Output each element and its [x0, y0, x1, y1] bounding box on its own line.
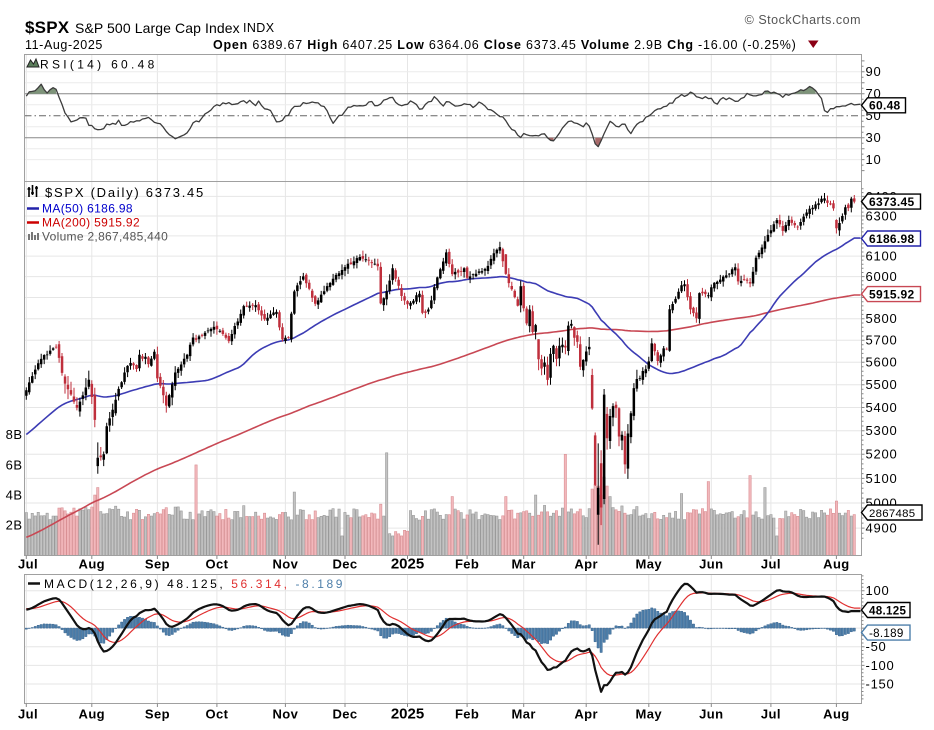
- svg-text:10: 10: [866, 152, 882, 167]
- svg-text:-100: -100: [866, 658, 895, 673]
- svg-text:Oct: Oct: [205, 707, 228, 722]
- svg-text:S&P 500 Large Cap Index: S&P 500 Large Cap Index: [75, 20, 240, 36]
- svg-text:Volume 2,867,485,440: Volume 2,867,485,440: [42, 230, 168, 244]
- svg-text:-150: -150: [866, 676, 895, 691]
- svg-text:Mar: Mar: [512, 707, 536, 722]
- svg-text:INDX: INDX: [243, 21, 275, 35]
- svg-text:May: May: [636, 707, 663, 722]
- svg-text:Nov: Nov: [273, 557, 299, 572]
- svg-text:Aug: Aug: [823, 557, 849, 572]
- svg-text:Feb: Feb: [455, 557, 479, 572]
- svg-text:5500: 5500: [866, 377, 898, 392]
- svg-text:5800: 5800: [866, 311, 898, 326]
- svg-text:Aug: Aug: [823, 707, 849, 722]
- svg-text:Feb: Feb: [455, 707, 479, 722]
- svg-text:2025: 2025: [391, 556, 424, 573]
- svg-text:6373.45: 6373.45: [869, 195, 915, 209]
- svg-text:Aug: Aug: [79, 557, 105, 572]
- svg-text:Oct: Oct: [205, 557, 228, 572]
- svg-text:MA(200) 5915.92: MA(200) 5915.92: [42, 216, 140, 230]
- svg-text:48.125: 48.125: [869, 604, 907, 617]
- svg-text:6B: 6B: [6, 457, 23, 472]
- svg-text:Jun: Jun: [699, 557, 723, 572]
- svg-text:Sep: Sep: [145, 557, 170, 572]
- svg-text:May: May: [636, 557, 663, 572]
- svg-text:Jul: Jul: [761, 707, 781, 722]
- svg-text:Sep: Sep: [145, 707, 170, 722]
- svg-text:Jul: Jul: [18, 707, 38, 722]
- svg-text:Dec: Dec: [332, 707, 357, 722]
- svg-text:5100: 5100: [866, 471, 898, 486]
- svg-text:-50: -50: [866, 639, 887, 654]
- svg-text:8B: 8B: [6, 427, 23, 442]
- svg-text:RSI(14) 60.48: RSI(14) 60.48: [40, 58, 158, 72]
- svg-text:MACD(12,26,9) 48.125, 56.314,: MACD(12,26,9) 48.125, 56.314, -8.189: [44, 577, 345, 591]
- svg-text:MA(50) 6186.98: MA(50) 6186.98: [42, 202, 133, 216]
- svg-text:60.48: 60.48: [869, 99, 901, 113]
- svg-text:11-Aug-2025: 11-Aug-2025: [25, 38, 103, 52]
- svg-text:5300: 5300: [866, 423, 898, 438]
- svg-text:Aug: Aug: [79, 707, 105, 722]
- svg-text:6100: 6100: [866, 249, 898, 264]
- svg-text:Open 6389.67 High 6407.25 Low: Open 6389.67 High 6407.25 Low 6364.06 Cl…: [213, 38, 797, 52]
- svg-text:2025: 2025: [391, 706, 424, 723]
- svg-text:$SPX: $SPX: [25, 18, 70, 37]
- svg-text:Nov: Nov: [273, 707, 299, 722]
- svg-text:5200: 5200: [866, 447, 898, 462]
- svg-text:-8.189: -8.189: [869, 627, 904, 640]
- svg-text:Dec: Dec: [332, 557, 357, 572]
- svg-text:© StockCharts.com: © StockCharts.com: [745, 13, 861, 27]
- svg-text:100: 100: [866, 583, 890, 598]
- svg-text:Apr: Apr: [574, 557, 598, 572]
- svg-text:2B: 2B: [6, 518, 23, 533]
- svg-text:5915.92: 5915.92: [869, 287, 915, 301]
- svg-text:5400: 5400: [866, 400, 898, 415]
- svg-text:$SPX (Daily) 6373.45: $SPX (Daily) 6373.45: [45, 185, 205, 200]
- svg-text:4B: 4B: [6, 488, 23, 503]
- svg-text:Jul: Jul: [761, 557, 781, 572]
- svg-text:Jun: Jun: [699, 707, 723, 722]
- svg-text:Apr: Apr: [574, 707, 598, 722]
- svg-text:5700: 5700: [866, 333, 898, 348]
- svg-text:6186.98: 6186.98: [869, 232, 915, 246]
- svg-text:6300: 6300: [866, 208, 898, 223]
- svg-text:4900: 4900: [866, 521, 898, 536]
- svg-text:6000: 6000: [866, 269, 898, 284]
- svg-text:Jul: Jul: [18, 557, 38, 572]
- svg-text:Mar: Mar: [512, 557, 536, 572]
- svg-text:2867485: 2867485: [869, 508, 915, 520]
- svg-text:90: 90: [866, 64, 882, 79]
- svg-text:5600: 5600: [866, 355, 898, 370]
- svg-text:30: 30: [866, 130, 882, 145]
